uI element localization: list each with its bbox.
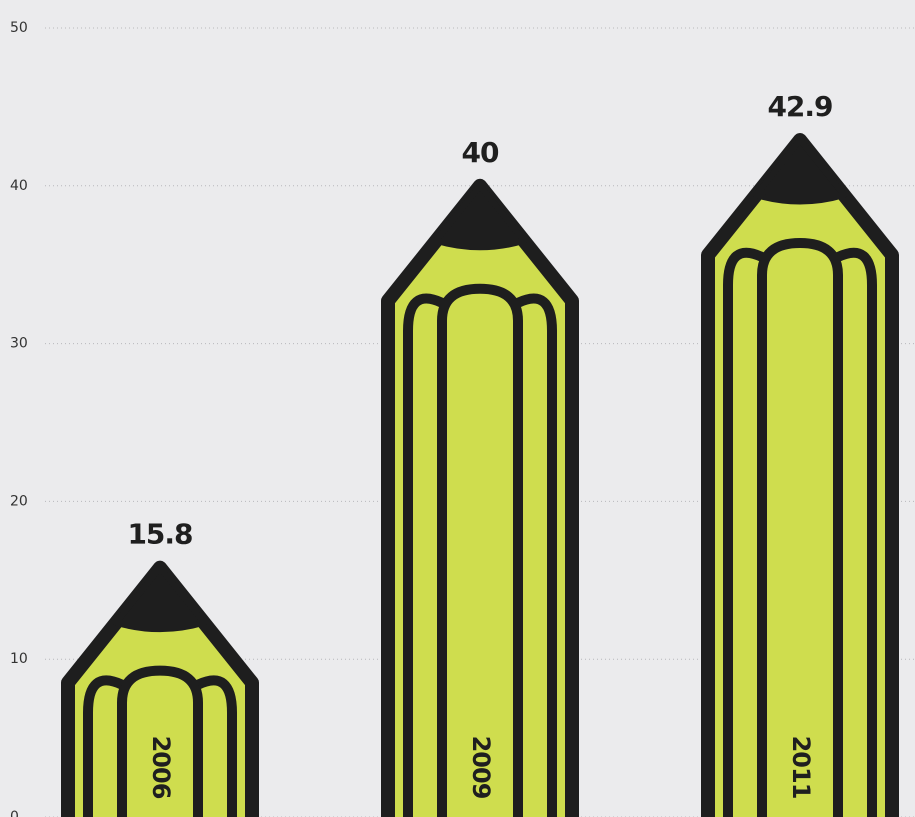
y-tick-label: 30 <box>10 336 28 352</box>
pencil-side-facet <box>835 247 877 817</box>
pencil-center-facet <box>437 283 523 817</box>
pencil-body <box>701 133 899 817</box>
pencil <box>381 178 579 817</box>
pencil-lead <box>753 137 847 205</box>
pencil-side-facet <box>403 293 445 817</box>
pencil-side-facet <box>83 675 125 817</box>
pencil-body <box>381 178 579 817</box>
category-label: 2006 <box>147 736 175 799</box>
pencil-center-facet <box>757 238 843 817</box>
pencil <box>701 133 899 817</box>
pencil <box>61 560 259 817</box>
y-tick-label: 10 <box>10 651 28 667</box>
pencil-side-facet <box>515 293 557 817</box>
pencil-center-facet <box>117 665 203 817</box>
y-tick-label: 0 <box>10 809 19 817</box>
value-label: 40 <box>462 136 499 169</box>
pencil-lead <box>113 564 207 633</box>
pencil-side-facet <box>723 247 765 817</box>
pencil-lead <box>433 182 527 251</box>
category-label: 2009 <box>467 736 495 799</box>
category-label: 2011 <box>787 736 815 799</box>
value-label: 15.8 <box>127 518 192 551</box>
value-label: 42.9 <box>767 90 832 123</box>
y-tick-label: 20 <box>10 493 28 509</box>
pencil-side-facet <box>195 675 237 817</box>
y-tick-label: 50 <box>10 20 28 36</box>
pencil-body <box>61 560 259 817</box>
y-tick-label: 40 <box>10 178 28 194</box>
